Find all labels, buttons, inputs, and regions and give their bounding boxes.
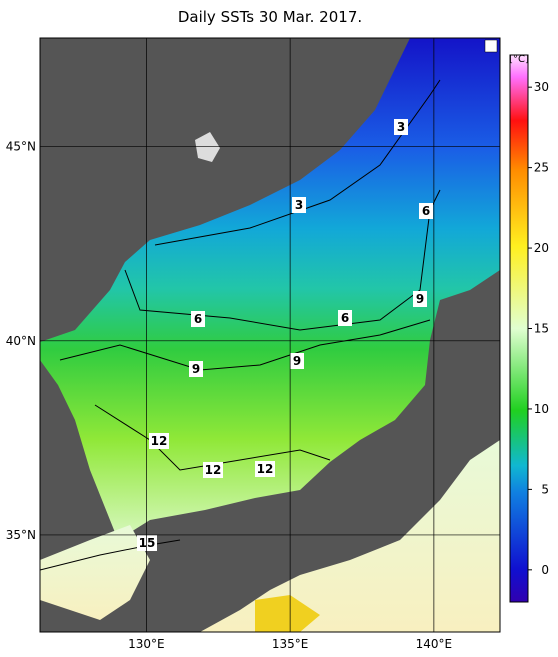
contour-label: 3 <box>295 198 303 212</box>
colorbar-tick-label: 25 <box>534 161 549 175</box>
label-box <box>203 462 223 478</box>
colorbar-tick-label: 30 <box>534 80 549 94</box>
colorbar-tick-label: 5 <box>541 482 549 496</box>
contour-label: 9 <box>192 362 200 376</box>
contour-label: 6 <box>194 312 202 326</box>
contour-label: 15 <box>139 536 156 550</box>
contour-label: 12 <box>151 434 168 448</box>
contour-label: 9 <box>416 292 424 306</box>
label-box <box>338 310 352 326</box>
y-tick-label: 35°N <box>6 528 36 542</box>
sea-of-japan <box>40 38 500 540</box>
tsushima-strait <box>40 525 150 620</box>
contour <box>59 319 431 371</box>
ice <box>484 39 498 53</box>
colorbar <box>509 54 529 603</box>
contour-label: 6 <box>341 311 349 325</box>
label-box <box>290 353 304 369</box>
label-box <box>419 203 433 219</box>
label-box <box>137 535 157 551</box>
label-box <box>149 433 169 449</box>
contour-labels: 3 3 6 6 6 9 9 9 12 12 12 15 <box>137 119 433 551</box>
colorbar-tick-label: 20 <box>534 241 549 255</box>
x-tick-label: 135°E <box>272 637 309 651</box>
x-tick-label: 140°E <box>416 637 453 651</box>
label-box <box>394 119 408 135</box>
colorbar-tick-label: 10 <box>534 402 549 416</box>
contour <box>154 79 441 246</box>
contour <box>39 539 181 571</box>
warm-water <box>255 595 320 632</box>
label-box <box>255 461 275 477</box>
label-box <box>189 361 203 377</box>
contour-label: 3 <box>397 120 405 134</box>
contour-label: 12 <box>205 463 222 477</box>
map <box>39 37 501 633</box>
y-tick-label: 40°N <box>6 334 36 348</box>
colorbar-tick-label: 0 <box>541 563 549 577</box>
contour-label: 9 <box>293 354 301 368</box>
contour-label: 6 <box>422 204 430 218</box>
contour-label: 12 <box>257 462 274 476</box>
label-box <box>191 311 205 327</box>
pacific <box>200 440 500 632</box>
x-tick-label: 130°E <box>128 637 165 651</box>
title: Daily SSTs 30 Mar. 2017. <box>178 8 362 26</box>
colorbar-label: [°C] <box>509 54 529 65</box>
y-tick-label: 45°N <box>6 140 36 154</box>
label-box <box>292 197 306 213</box>
colorbar-tick-label: 15 <box>534 322 549 336</box>
map-frame <box>39 37 501 633</box>
label-box <box>413 291 427 307</box>
